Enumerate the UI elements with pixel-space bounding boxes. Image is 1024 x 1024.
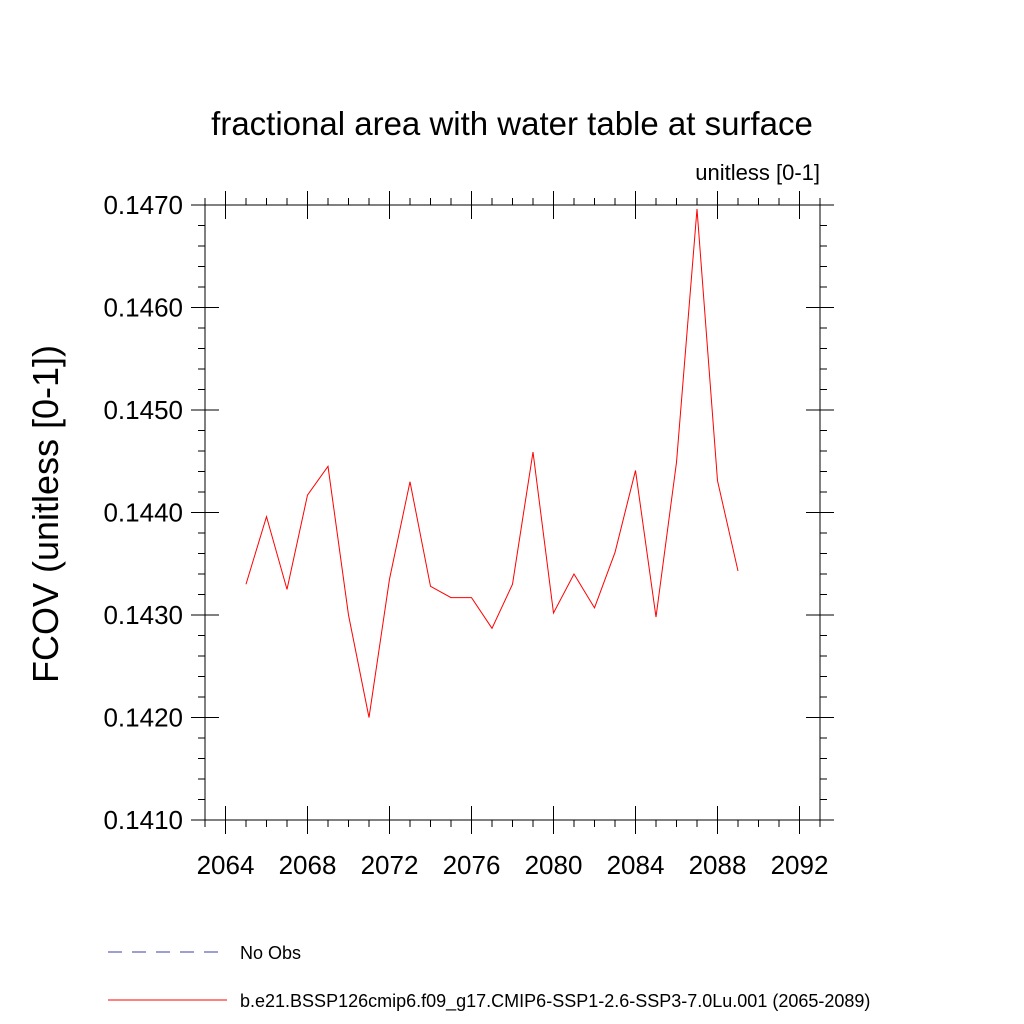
legend-label-1: b.e21.BSSP126cmip6.f09_g17.CMIP6-SSP1-2.… <box>240 991 870 1012</box>
chart-title: fractional area with water table at surf… <box>211 105 813 142</box>
y-axis-label: FCOV (unitless [0-1]) <box>25 345 66 683</box>
y-tick-label: 0.1420 <box>103 703 183 733</box>
y-tick-label: 0.1450 <box>103 395 183 425</box>
x-tick-label: 2064 <box>197 850 255 880</box>
y-tick-label: 0.1440 <box>103 498 183 528</box>
series-lines <box>245 209 739 718</box>
plot-frame <box>204 204 821 821</box>
x-tick-label: 2088 <box>689 850 747 880</box>
minor-ticks <box>198 198 827 827</box>
units-label: unitless [0-1] <box>695 160 820 185</box>
x-tick-label: 2084 <box>607 850 665 880</box>
y-tick-label: 0.1460 <box>103 293 183 323</box>
x-tick-label: 2080 <box>525 850 583 880</box>
y-tick-label: 0.1410 <box>103 805 183 835</box>
major-ticks <box>191 191 834 834</box>
y-tick-label: 0.1470 <box>103 190 183 220</box>
y-tick-label: 0.1430 <box>103 600 183 630</box>
x-tick-label: 2072 <box>361 850 419 880</box>
x-tick-label: 2068 <box>279 850 337 880</box>
series-line-1 <box>245 209 739 718</box>
legend-label-0: No Obs <box>240 943 301 963</box>
x-tick-label: 2092 <box>771 850 829 880</box>
x-tick-label: 2076 <box>443 850 501 880</box>
legend: No Obs b.e21.BSSP126cmip6.f09_g17.CMIP6-S… <box>108 943 870 1012</box>
tick-labels: 0.1410 0.1420 0.1430 0.1440 0.1450 0.1460 0.14… <box>103 190 828 880</box>
